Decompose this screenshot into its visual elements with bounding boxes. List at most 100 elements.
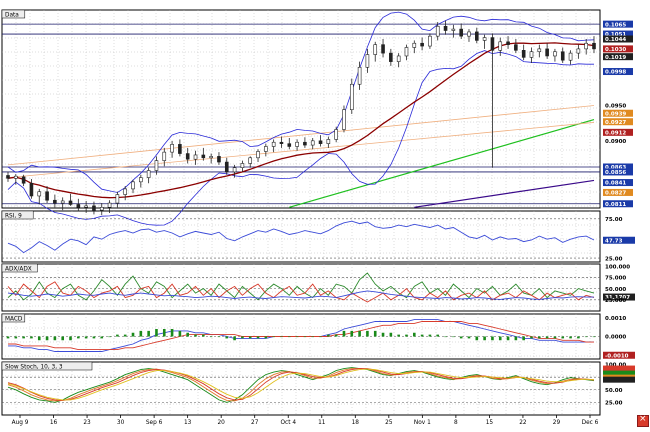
- candle: [162, 151, 167, 161]
- panel-frame-price: [1, 9, 601, 209]
- macd-hist-bar: [162, 329, 166, 337]
- price-label: 0.0827: [605, 191, 626, 197]
- candle: [178, 144, 182, 154]
- candle: [326, 139, 331, 144]
- candle: [185, 153, 190, 160]
- candle: [584, 42, 588, 50]
- price-label: 0.0856: [605, 170, 626, 176]
- macd-hist-bar: [225, 336, 229, 339]
- x-tick-label: 11: [318, 420, 326, 426]
- candle: [537, 48, 542, 53]
- candle: [459, 28, 463, 37]
- candle: [271, 141, 276, 147]
- x-tick-label: Sep 6: [146, 420, 163, 426]
- stoch-value-badge: [603, 370, 635, 377]
- x-tick-label: 16: [50, 420, 58, 426]
- series-plus_di: [7, 272, 595, 301]
- x-tick-label: 13: [184, 420, 192, 426]
- candle: [506, 41, 510, 45]
- candle: [318, 140, 323, 144]
- price-label: 0.0863: [605, 165, 626, 171]
- candle: [381, 44, 385, 54]
- candle: [240, 163, 245, 168]
- macd-hist-bar: [569, 336, 572, 339]
- price-label: 0.1051: [605, 32, 626, 38]
- bollinger-lower: [7, 50, 594, 226]
- macd-hist-bar: [420, 334, 424, 337]
- macd-hist-bar: [233, 336, 236, 341]
- macd-hist-bar: [194, 334, 197, 337]
- macd-hist-bar: [209, 336, 213, 338]
- candle: [76, 204, 81, 208]
- candle: [467, 31, 471, 37]
- candle: [404, 47, 409, 57]
- candle: [365, 54, 370, 68]
- x-axis: Aug 9 16 23 30 Sep 6 13 20 27 Oct 4 11 18 25 Nov 1 8 1…: [12, 415, 599, 426]
- price-label: 0.0939: [605, 111, 626, 117]
- price-badge: [603, 188, 633, 196]
- macd-hist-bar: [459, 336, 463, 339]
- sma-line: [7, 42, 595, 199]
- candle: [115, 194, 120, 204]
- candle: [232, 167, 237, 173]
- level-badge: [603, 293, 635, 301]
- macd-hist-bar: [256, 336, 260, 339]
- panel-title: RSI, 9: [5, 214, 22, 220]
- candle: [21, 176, 26, 184]
- price-label: 0.0950: [605, 104, 626, 110]
- x-tick-label: 18: [352, 420, 360, 426]
- series-minus_di: [7, 281, 595, 303]
- macd-hist-bar: [155, 329, 158, 337]
- macd-hist-bar: [264, 336, 268, 339]
- macd-hist-bar: [61, 336, 64, 341]
- candle: [84, 205, 88, 208]
- macd-hist-bar: [139, 330, 143, 337]
- macd-hist-bar: [116, 334, 119, 337]
- candle: [451, 28, 456, 31]
- panel-title-box: [1, 313, 26, 323]
- panel-title-box: [1, 210, 34, 220]
- macd-hist-bar: [77, 336, 80, 339]
- candle: [545, 48, 549, 57]
- macd-hist-bar: [498, 336, 502, 341]
- level-label: 50.000: [605, 287, 626, 293]
- macd-hist-bar: [444, 336, 447, 338]
- macd-hist-bar: [506, 336, 510, 341]
- x-tick-label: 23: [83, 420, 91, 426]
- candle: [256, 151, 260, 159]
- candle: [490, 37, 495, 51]
- series-layer: [2, 11, 600, 403]
- level-label: 31.1707: [605, 295, 630, 301]
- x-tick-label: 15: [486, 420, 494, 426]
- macd-hist-bar: [381, 332, 385, 337]
- macd-hist-bar: [45, 336, 49, 341]
- macd-hist-bar: [6, 336, 10, 339]
- x-tick-label: 27: [251, 420, 259, 426]
- level-label: 0.0000: [605, 335, 626, 341]
- candle: [146, 170, 151, 178]
- macd-hist-bar: [280, 336, 283, 338]
- candle: [14, 175, 18, 179]
- macd-hist-bar: [577, 336, 580, 339]
- macd-hist-bar: [373, 330, 377, 337]
- candle: [209, 156, 213, 159]
- corner-close-button[interactable]: ×: [637, 414, 649, 427]
- candle: [53, 199, 57, 204]
- price-badge: [603, 179, 633, 187]
- panel-title: Slow Stoch, 10, 3, 3: [5, 365, 63, 371]
- macd-hist-bar: [491, 336, 494, 341]
- candle: [553, 51, 557, 57]
- x-tick-label: Oct 4: [280, 420, 296, 426]
- macd-hist-bar: [405, 334, 408, 337]
- candle: [217, 156, 221, 163]
- price-label: 0.1044: [605, 37, 626, 43]
- bollinger-upper: [7, 11, 595, 193]
- level-badge: [603, 351, 635, 359]
- macd-hist-bar: [467, 336, 471, 339]
- candle: [248, 157, 253, 164]
- candle: [435, 25, 440, 37]
- candle: [389, 52, 393, 62]
- level-label: 25.000: [605, 298, 626, 304]
- candle: [334, 129, 338, 140]
